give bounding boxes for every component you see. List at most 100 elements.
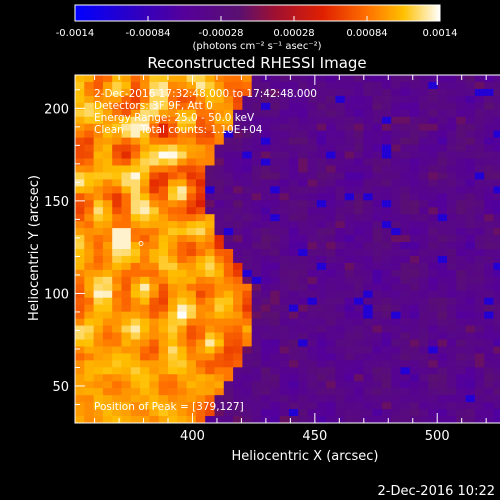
heatmap-cell [400,109,411,118]
heatmap-cell [428,388,439,396]
heatmap-cell [279,221,290,229]
heatmap-cell [279,276,290,285]
heatmap-cell [75,228,85,236]
heatmap-cell [428,207,439,215]
heatmap-cell [474,269,485,278]
heatmap-cell [307,137,318,146]
heatmap-cell [261,353,271,361]
heatmap-cell [493,318,500,327]
heatmap-cell [214,95,225,104]
heatmap-cell [261,283,271,292]
heatmap-cell [186,137,197,146]
heatmap-cell [158,172,169,180]
heatmap-cell [298,381,309,389]
heatmap-cell [456,102,467,111]
heatmap-cell [437,374,448,382]
heatmap-cell [428,360,439,368]
heatmap-cell [326,123,336,132]
heatmap-cell [251,81,262,90]
heatmap-cell [186,242,197,250]
heatmap-cell [214,228,225,236]
heatmap-cell [298,353,309,361]
heatmap-cell [391,95,402,104]
heatmap-cell [363,75,374,83]
heatmap-cell [381,262,392,271]
heatmap-cell [465,123,476,132]
heatmap-cell [270,353,281,361]
heatmap-cell [195,228,206,236]
heatmap-cell [474,388,485,396]
heatmap-cell [223,102,234,111]
heatmap-cell [168,374,178,382]
heatmap-cell [428,137,439,146]
heatmap-cell [251,137,262,146]
heatmap-cell [381,228,392,236]
heatmap-cell [177,297,188,306]
heatmap-cell [214,367,225,375]
heatmap-cell [307,172,318,180]
heatmap-cell [205,402,216,410]
heatmap-cell [288,374,299,382]
heatmap-cell [288,137,299,146]
heatmap-cell [158,95,169,104]
heatmap-cell [400,255,411,264]
heatmap-cell [270,304,281,313]
heatmap-cell [177,325,188,334]
heatmap-cell [288,318,299,327]
heatmap-cell [354,207,364,215]
heatmap-cell [168,235,178,243]
heatmap-cell [372,332,383,341]
heatmap-cell [288,88,299,97]
heatmap-cell [428,179,439,187]
heatmap-cell [484,325,495,334]
heatmap-cell [335,200,346,208]
heatmap-cell [419,221,429,229]
heatmap-cell [298,81,309,90]
heatmap-cell [102,109,113,118]
heatmap-cell [195,249,206,257]
heatmap-cell [270,75,281,83]
heatmap-cell [288,172,299,180]
heatmap-cell [391,186,402,194]
heatmap-cell [298,297,309,306]
heatmap-cell [474,165,485,174]
heatmap-cell [261,374,271,382]
heatmap-cell [205,325,216,334]
heatmap-cell [335,318,346,327]
heatmap-cell [465,388,476,396]
heatmap-cell [409,186,420,194]
heatmap-cell [261,123,271,132]
heatmap-cell [261,207,271,215]
heatmap-cell [140,158,150,167]
heatmap-cell [447,269,457,278]
heatmap-cell [372,102,383,111]
heatmap-cell [391,193,402,201]
heatmap-cell [344,235,355,243]
heatmap-cell [261,88,271,97]
heatmap-cell [195,109,206,118]
heatmap-cell [447,214,457,222]
heatmap-cell [242,193,253,201]
heatmap-cell [261,255,271,264]
heatmap-cell [419,179,429,187]
heatmap-cell [400,221,411,229]
heatmap-cell [428,297,439,306]
heatmap-cell [121,374,132,382]
heatmap-cell [335,269,346,278]
heatmap-cell [102,283,113,292]
heatmap-cell [456,144,467,153]
heatmap-cell [493,360,500,368]
heatmap-cell [409,360,420,368]
heatmap-cell [149,214,160,222]
heatmap-cell [363,318,374,327]
heatmap-cell [261,304,271,313]
heatmap-cell [205,130,216,139]
heatmap-cell [288,179,299,187]
heatmap-cell [428,235,439,243]
heatmap-cell [130,75,141,83]
heatmap-cell [177,409,188,417]
heatmap-image [75,75,500,423]
heatmap-cell [214,262,225,271]
heatmap-cell [344,228,355,236]
heatmap-cell [233,381,243,389]
